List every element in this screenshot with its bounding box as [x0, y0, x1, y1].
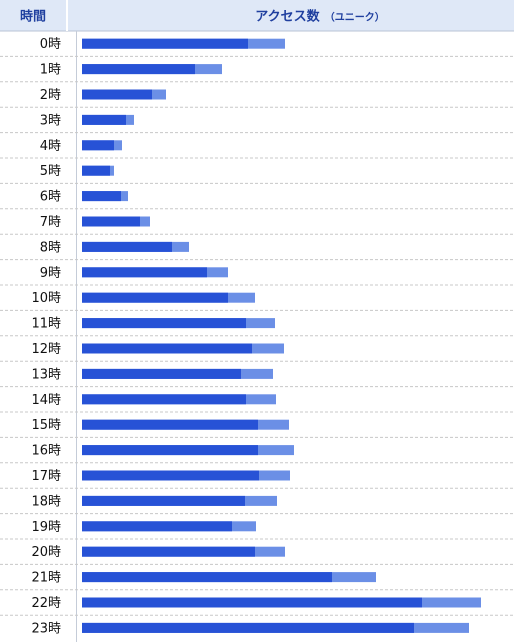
bar-unique	[82, 140, 114, 151]
hour-label: 0時	[40, 37, 61, 52]
bar-unique	[82, 470, 259, 481]
chart-row: 3時	[0, 113, 514, 134]
bar-unique	[82, 191, 121, 202]
hour-label: 19時	[31, 520, 61, 535]
hour-label: 12時	[31, 342, 61, 357]
bar-unique	[82, 241, 172, 252]
bar-unique	[82, 419, 258, 430]
hour-label: 9時	[40, 266, 61, 281]
hour-label: 6時	[40, 190, 61, 205]
hour-label: 22時	[31, 596, 61, 611]
chart-row: 15時	[0, 418, 514, 438]
bar-unique	[82, 597, 422, 608]
bar-unique	[82, 267, 207, 278]
chart-row: 17時	[0, 469, 514, 489]
chart-row: 2時	[0, 88, 514, 108]
hour-label: 21時	[31, 571, 61, 586]
bar-unique	[82, 64, 195, 75]
chart-rows: 0時 1時 2時 3時 4時 5時 6時 7時 8時 9時 10時 11時 12時 13時 14時 15時 16…	[0, 37, 514, 636]
bar-unique	[82, 622, 414, 633]
chart-row: 21時	[0, 571, 514, 591]
bar-unique	[82, 38, 248, 49]
bar-unique	[82, 165, 110, 176]
column-header-hour: 時間	[20, 9, 46, 25]
header-background	[0, 0, 514, 31]
hour-label: 17時	[31, 469, 61, 484]
hour-label: 13時	[31, 367, 61, 382]
bar-unique	[82, 343, 252, 354]
chart-row: 16時	[0, 444, 514, 464]
hour-label: 3時	[40, 113, 61, 128]
chart-row: 0時	[0, 37, 514, 57]
hour-label: 16時	[31, 444, 61, 459]
hour-label: 8時	[40, 240, 61, 255]
chart-row: 18時	[0, 494, 514, 515]
hour-label: 15時	[31, 418, 61, 433]
bar-unique	[82, 495, 245, 506]
column-header-access-label: アクセス数	[255, 9, 320, 25]
chart-row: 23時	[31, 621, 469, 636]
bar-unique	[82, 445, 258, 456]
bar-unique	[82, 572, 332, 583]
chart-row: 8時	[0, 240, 514, 261]
bar-unique	[82, 318, 246, 329]
hour-label: 18時	[31, 494, 61, 509]
hour-label: 14時	[31, 393, 61, 408]
column-header-access: アクセス数 （ユニーク）	[255, 6, 384, 25]
hour-label: 4時	[40, 139, 61, 154]
column-header-access-sub: （ユニーク）	[325, 11, 385, 24]
chart-row: 10時	[0, 291, 514, 311]
bar-unique	[82, 394, 246, 405]
chart-row: 14時	[0, 393, 514, 413]
hour-label: 23時	[31, 621, 61, 636]
chart-row: 5時	[0, 164, 514, 184]
chart-row: 11時	[0, 317, 514, 337]
bar-unique	[82, 292, 228, 303]
bar-unique	[82, 114, 126, 125]
hour-label: 10時	[31, 291, 61, 306]
chart-row: 4時	[0, 139, 514, 159]
chart-row: 6時	[0, 190, 514, 210]
chart-row: 20時	[0, 545, 514, 565]
hour-label: 20時	[31, 545, 61, 560]
chart-row: 7時	[0, 215, 514, 235]
bar-unique	[82, 521, 232, 532]
bar-unique	[82, 546, 255, 557]
bar-unique	[82, 89, 152, 100]
hour-label: 11時	[31, 317, 61, 332]
hour-label: 7時	[40, 215, 61, 230]
hour-label: 5時	[40, 164, 61, 179]
chart-row: 9時	[0, 266, 514, 286]
chart-row: 13時	[0, 367, 514, 388]
hour-label: 2時	[40, 88, 61, 103]
hour-label: 1時	[40, 63, 61, 78]
bar-unique	[82, 216, 140, 227]
chart-row: 1時	[0, 63, 514, 83]
chart-row: 19時	[0, 520, 514, 540]
bar-unique	[82, 368, 241, 379]
chart-row: 12時	[0, 342, 514, 362]
chart-row: 22時	[0, 596, 514, 616]
